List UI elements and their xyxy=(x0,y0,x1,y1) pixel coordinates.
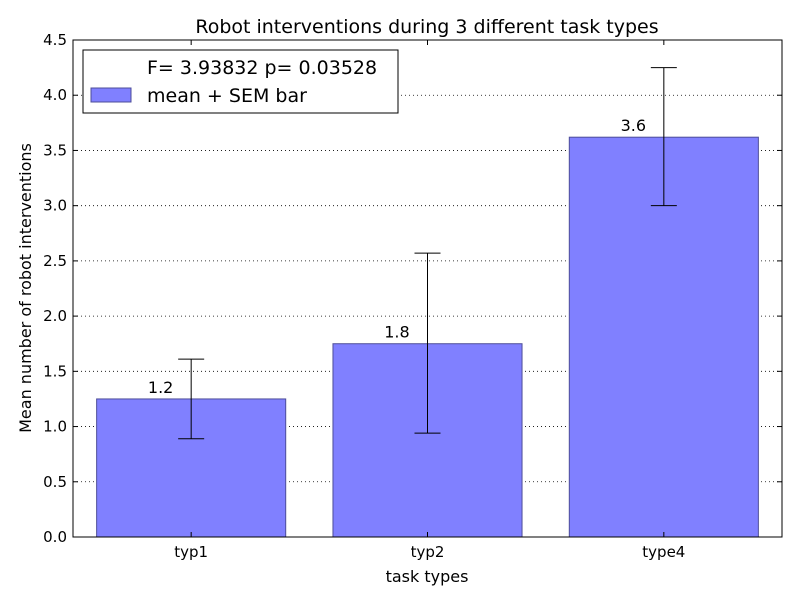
y-tick-label: 4.0 xyxy=(43,86,67,104)
y-tick-label: 1.0 xyxy=(43,418,67,436)
legend: F= 3.93832 p= 0.03528 mean + SEM bar xyxy=(83,50,398,113)
legend-stat-text: F= 3.93832 p= 0.03528 xyxy=(147,57,377,79)
x-tick-label: typ1 xyxy=(174,543,208,561)
x-tick-label: typ2 xyxy=(411,543,445,561)
y-tick-label: 2.0 xyxy=(43,307,67,325)
y-axis-label: Mean number of robot interventions xyxy=(16,143,35,433)
y-tick-label: 2.5 xyxy=(43,252,67,270)
legend-swatch xyxy=(91,88,131,102)
bar-value-label: 1.2 xyxy=(148,378,173,397)
bar-value-label: 1.8 xyxy=(384,323,409,342)
x-tick-label: type4 xyxy=(642,543,685,561)
y-tick-label: 1.5 xyxy=(43,362,67,380)
y-tick-label: 0.5 xyxy=(43,473,67,491)
legend-series-label: mean + SEM bar xyxy=(147,85,307,107)
y-tick-label: 3.5 xyxy=(43,141,67,159)
y-tick-label: 3.0 xyxy=(43,197,67,215)
x-axis-label: task types xyxy=(386,567,469,586)
y-tick-label: 4.5 xyxy=(43,31,67,49)
bar-value-label: 3.6 xyxy=(621,116,646,135)
y-tick-label: 0.0 xyxy=(43,528,67,546)
chart-title: Robot interventions during 3 different t… xyxy=(195,16,658,38)
